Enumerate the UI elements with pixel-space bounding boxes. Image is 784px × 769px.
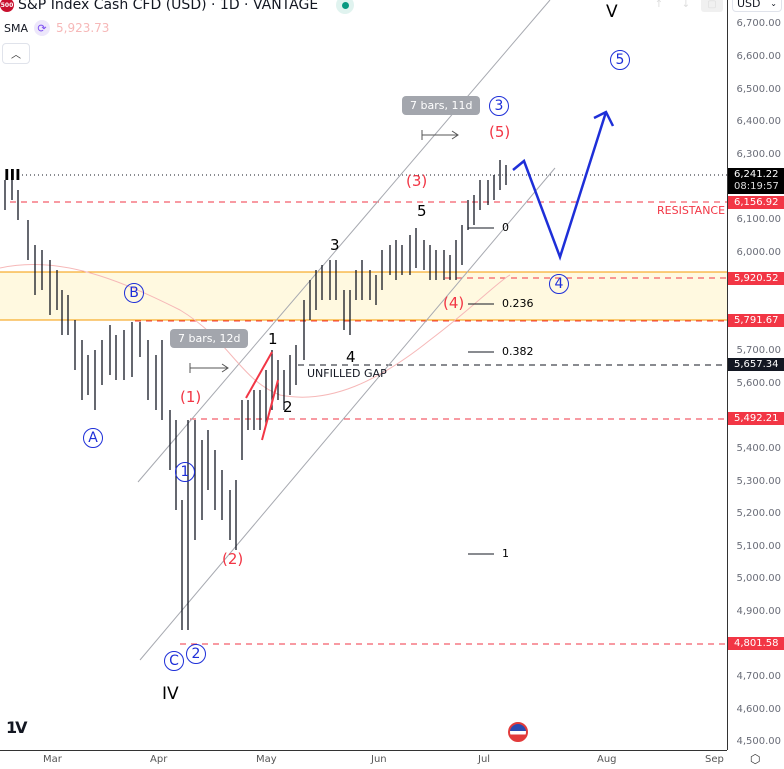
time-tick: Mar: [43, 754, 62, 765]
wave-3-circle: 3: [489, 96, 509, 116]
unfilled-gap-label: UNFILLED GAP: [307, 367, 387, 380]
arrow-up-icon[interactable]: ↑: [654, 0, 664, 10]
wave-1-circle: 1: [175, 462, 195, 482]
current-price: 6,241.22: [734, 169, 779, 180]
chart-title[interactable]: S&P Index Cash CFD (USD) · 1D · VANTAGE: [18, 0, 319, 13]
us-flag-event-icon[interactable]: [508, 722, 528, 742]
price-tick: 5,600.00: [736, 378, 781, 389]
chart-canvas: [0, 0, 727, 661]
fib-0382-label: 0.382: [502, 345, 534, 358]
price-level-label: 4,801.58: [728, 637, 784, 650]
minor-4-label: 4: [346, 348, 356, 366]
wave-V-label: V: [606, 2, 618, 22]
indicator-value: 5,923.73: [56, 21, 110, 35]
time-tick: Jun: [371, 754, 387, 765]
market-status-icon: [336, 0, 355, 14]
price-tick: 5,400.00: [736, 443, 781, 454]
time-tick: Apr: [150, 754, 168, 765]
collapse-legend-button[interactable]: ︿: [2, 43, 30, 64]
settings-gear-icon[interactable]: ⬡: [750, 752, 761, 766]
arrow-down-icon[interactable]: ↓: [681, 0, 691, 10]
minor-1-label: 1: [268, 330, 278, 348]
screenshot-icon[interactable]: ▢: [701, 0, 723, 12]
price-level-label: 5,492.21: [728, 412, 784, 425]
price-tick: 6,500.00: [736, 84, 781, 95]
time-tick: Sep: [705, 754, 724, 765]
inter-4-label: (4): [443, 294, 465, 312]
minor-5-label: 5: [417, 202, 427, 220]
current-price-label: 6,241.22 08:19:57: [728, 168, 784, 194]
price-tick: 5,700.00: [736, 345, 781, 356]
price-tick: 6,700.00: [736, 18, 781, 29]
bar-countdown: 08:19:57: [734, 181, 779, 192]
time-tick: Jul: [478, 754, 491, 765]
fib-1-label: 1: [502, 547, 509, 560]
indicator-name: SMA: [4, 21, 28, 35]
currency-value: USD: [737, 0, 761, 10]
symbol-badge: 500: [0, 0, 14, 12]
measure-label-2: 7 bars, 11d: [402, 96, 481, 115]
minor-2-label: 2: [283, 398, 293, 416]
inter-2-label: (2): [222, 550, 244, 568]
wave-4-circle: 4: [549, 274, 569, 294]
wave-C-circle: C: [164, 651, 184, 671]
time-tick: Aug: [597, 754, 617, 765]
wave-A-circle: A: [83, 428, 103, 448]
wave-B-circle: B: [124, 283, 144, 303]
price-tick: 5,000.00: [736, 573, 781, 584]
price-tick: 6,100.00: [736, 214, 781, 225]
currency-select[interactable]: USD ⌄: [732, 0, 782, 12]
price-tick: 4,500.00: [736, 736, 781, 747]
fib-0236-label: 0.236: [502, 297, 534, 310]
price-tick: 4,700.00: [736, 671, 781, 682]
inter-1-label: (1): [180, 388, 202, 406]
inter-3-label: (3): [406, 172, 428, 190]
wave-2-circle: 2: [186, 644, 206, 664]
price-level-label: 5,657.34: [728, 358, 784, 371]
price-tick: 6,000.00: [736, 247, 781, 258]
measure-label-1: 7 bars, 12d: [170, 329, 249, 348]
indicator-legend[interactable]: SMA ⟳ 5,923.73: [4, 20, 109, 36]
price-level-label: 6,156.92: [728, 196, 784, 209]
time-tick: May: [256, 754, 277, 765]
price-tick: 4,600.00: [736, 704, 781, 715]
price-tick: 5,100.00: [736, 541, 781, 552]
fib-0-label: 0: [502, 221, 509, 234]
price-level-label: 5,791.67: [728, 314, 784, 327]
price-tick: 5,200.00: [736, 508, 781, 519]
chevron-down-icon: ⌄: [770, 0, 777, 8]
price-level-label: 5,920.52: [728, 272, 784, 285]
loading-icon: ⟳: [34, 20, 50, 36]
time-axis[interactable]: Mar Apr May Jun Jul Aug Sep: [0, 750, 727, 769]
price-axis[interactable]: 6,700.00 6,600.00 6,500.00 6,400.00 6,30…: [727, 0, 784, 750]
price-tick: 5,300.00: [736, 476, 781, 487]
wave-5-circle: 5: [610, 50, 630, 70]
inter-5-label: (5): [489, 123, 511, 141]
wave-III-label: III: [4, 166, 21, 184]
minor-3-label: 3: [330, 236, 340, 254]
price-tick: 6,400.00: [736, 116, 781, 127]
chevron-up-icon: ︿: [11, 50, 21, 61]
price-tick: 6,300.00: [736, 149, 781, 160]
chart-plot-area[interactable]: 7 bars, 12d 7 bars, 11d RESISTANCE UNFIL…: [0, 0, 727, 750]
wave-IV-label: IV: [162, 684, 179, 704]
chart-header: 500 S&P Index Cash CFD (USD) · 1D · VANT…: [0, 0, 355, 16]
tradingview-logo-icon[interactable]: 1V: [6, 718, 27, 737]
resistance-label: RESISTANCE: [657, 204, 726, 217]
price-tick: 6,600.00: [736, 51, 781, 62]
price-tick: 4,900.00: [736, 606, 781, 617]
